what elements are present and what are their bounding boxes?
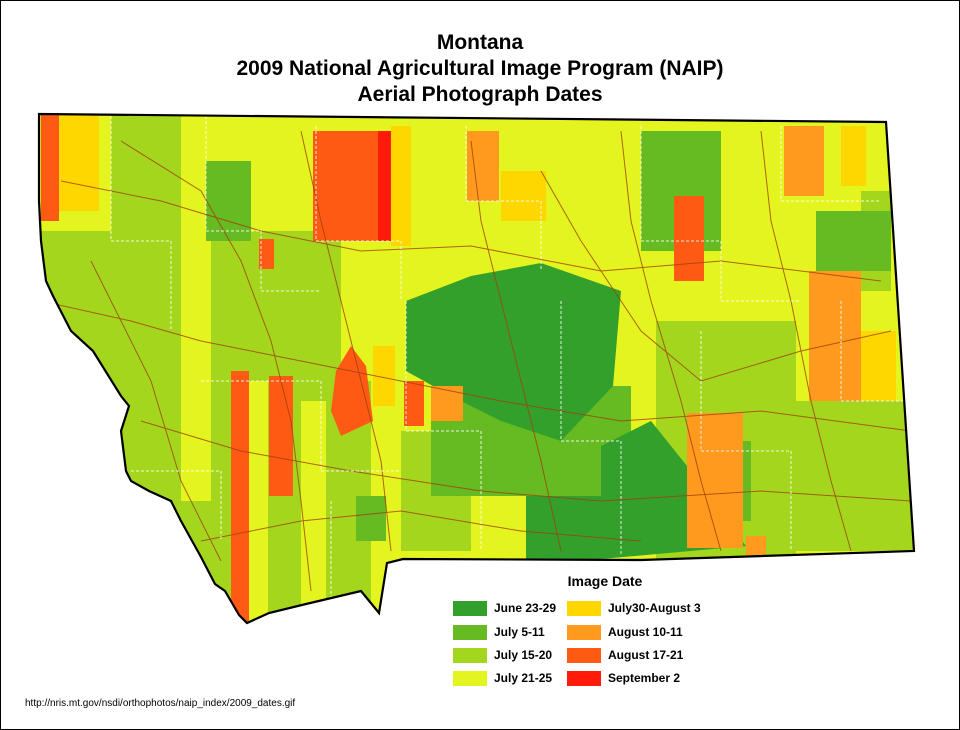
legend-item: June 23-29 [453,599,556,617]
region-august-10-11 [784,126,824,196]
region-august-10-11 [431,386,463,421]
region-july-5-11 [816,211,891,271]
legend-item: July30-August 3 [567,599,701,617]
legend-label: August 17-21 [608,648,684,662]
date-regions [39,114,914,623]
legend-title: Image Date [567,573,643,589]
legend-swatch [453,600,487,616]
region-august-17-21 [259,239,274,269]
region-august-17-21 [331,346,373,436]
title-line-2: 2009 National Agricultural Image Program… [236,57,724,80]
legend-item: July 15-20 [453,646,552,664]
legend-label: September 2 [608,671,681,685]
legend-item: August 10-11 [567,623,683,641]
legend-item: August 17-21 [567,646,683,664]
region-july-21-25 [301,401,326,611]
region-august-17-21 [404,381,424,426]
title-line-3: Aerial Photograph Dates [357,83,603,106]
region-august-17-21 [674,196,704,281]
region-august-10-11 [687,413,743,548]
legend-swatch [567,670,601,686]
region-june-23-29 [526,496,601,561]
region-august-17-21 [313,131,378,241]
region-august-10-11 [467,131,499,201]
legend-item: September 2 [567,669,680,687]
roads [40,130,912,592]
region-august-17-21 [231,371,249,623]
legend-swatch [567,647,601,663]
region-august-10-11 [809,271,861,401]
legend-swatch [567,624,601,640]
region-july-15-20 [791,401,914,551]
source-url: http://nris.mt.gov/nsdi/orthophotos/naip… [25,698,296,709]
region-september-2 [378,131,391,241]
region-august-10-11 [746,536,766,561]
legend-label: July 5-11 [494,625,545,639]
region-july-15-20 [111,116,181,246]
legend-label: August 10-11 [608,625,683,639]
region-july30-august-3 [841,126,866,186]
region-august-17-21 [269,376,293,496]
region-july30-august-3 [59,114,99,211]
region-august-17-21 [41,114,59,221]
legend-swatch [453,624,487,640]
region-july-21-25 [181,231,211,501]
legend-item: July 21-25 [453,669,552,687]
region-july30-august-3 [373,346,395,406]
region-july-5-11 [356,496,386,541]
legend-swatch [453,670,487,686]
region-july-21-25 [246,381,268,621]
legend-item: July 5-11 [453,623,545,641]
region-july30-august-3 [391,126,411,246]
title-line-1: Montana [436,31,524,54]
legend-label: July30-August 3 [608,601,701,615]
region-july-5-11 [206,161,251,241]
legend-swatch [567,600,601,616]
region-july30-august-3 [856,331,896,401]
legend-label: July 21-25 [494,671,553,685]
region-july30-august-3 [501,171,546,221]
legend-label: July 15-20 [494,648,553,662]
county-boundaries [110,116,911,601]
legend-swatch [453,647,487,663]
legend-label: June 23-29 [494,601,557,615]
